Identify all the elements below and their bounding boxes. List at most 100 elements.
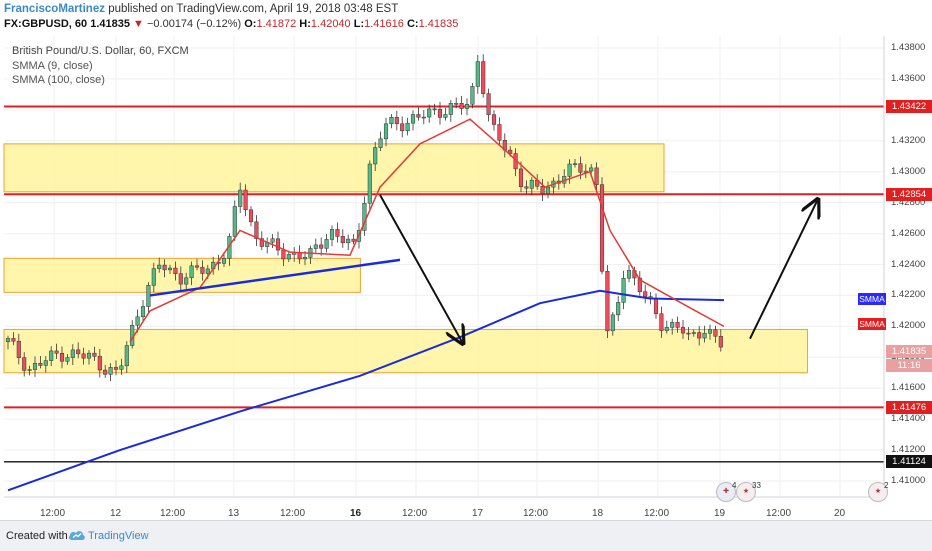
y-tick-label: 1.41600 xyxy=(891,382,926,394)
candle-up xyxy=(5,338,11,343)
chart-header: FranciscoMartinez published on TradingVi… xyxy=(0,0,932,34)
candle-up xyxy=(454,103,459,105)
candle-up xyxy=(32,362,38,370)
candle-down xyxy=(113,367,119,370)
candle-up xyxy=(378,138,383,148)
candle-down xyxy=(718,335,723,348)
candle-down xyxy=(248,209,254,223)
candle-up xyxy=(43,360,48,366)
candle-up xyxy=(157,264,162,269)
candle-up xyxy=(389,117,394,125)
candle-down xyxy=(59,353,65,362)
candle-down xyxy=(275,238,281,251)
candle-up xyxy=(108,367,113,375)
price-axis-label: 1.41124 xyxy=(886,455,932,469)
smma-tag[interactable]: SMMA xyxy=(858,293,886,306)
candle-down xyxy=(400,123,405,132)
candle-up xyxy=(151,268,156,286)
us-flag-icon[interactable]: ★ xyxy=(736,482,756,502)
us-flag-icon[interactable]: ★ xyxy=(868,482,888,502)
candle-up xyxy=(621,277,626,303)
y-tick-label: 1.42400 xyxy=(891,258,926,270)
high-label: H: xyxy=(299,18,311,30)
author-link[interactable]: FranciscoMartinez xyxy=(4,3,105,15)
candle-up xyxy=(443,114,448,118)
open-label: O: xyxy=(244,18,257,30)
candle-down xyxy=(637,277,642,292)
candle-up xyxy=(65,357,70,362)
candle-down xyxy=(254,221,259,239)
x-tick-label: 13 xyxy=(228,508,240,519)
candle-up xyxy=(346,238,351,244)
candle-up xyxy=(589,167,594,172)
candle-down xyxy=(643,291,648,297)
candle-down xyxy=(81,353,86,359)
candle-down xyxy=(594,167,599,185)
candle-down xyxy=(578,163,583,173)
close-label: C: xyxy=(406,18,419,30)
uk-flag-icon[interactable]: ✚ xyxy=(716,482,736,502)
candle-down xyxy=(437,109,443,118)
candle-down xyxy=(675,322,680,328)
smma-tag[interactable]: SMMA xyxy=(858,318,886,331)
candle-up xyxy=(286,254,291,260)
price-axis-label: 1.41835 xyxy=(886,345,932,359)
candle-down xyxy=(319,244,324,249)
candle-up xyxy=(405,122,410,132)
candle-down xyxy=(432,108,437,111)
candle-down xyxy=(599,184,605,272)
candle-up xyxy=(410,114,416,124)
x-tick-label: 12:00 xyxy=(280,508,306,519)
y-tick-label: 1.42200 xyxy=(891,289,926,301)
x-tick-label: 12:00 xyxy=(402,508,428,519)
open-value: 1.41872 xyxy=(256,18,297,30)
y-tick-label: 1.41000 xyxy=(891,475,926,486)
tradingview-brand[interactable]: TradingView xyxy=(88,530,149,542)
down-arrow-icon: ▼ xyxy=(133,18,144,30)
candle-down xyxy=(524,186,529,189)
legend-indicator-smma9[interactable]: SMMA (9, close) xyxy=(12,59,93,72)
chart-legend: British Pound/U.S. Dollar, 60, FXCM SMMA… xyxy=(12,44,189,88)
y-tick-label: 1.43000 xyxy=(891,165,926,177)
price-axis-label: 1.41476 xyxy=(886,400,932,414)
candle-up xyxy=(135,316,140,326)
publish-line: FranciscoMartinez published on TradingVi… xyxy=(4,3,398,15)
candle-down xyxy=(659,313,664,331)
last-price: 1.41835 xyxy=(90,18,130,30)
legend-indicator-smma100[interactable]: SMMA (100, close) xyxy=(12,74,105,86)
candle-down xyxy=(38,362,43,366)
candle-up xyxy=(302,256,308,260)
tradingview-cloud-icon[interactable] xyxy=(68,529,86,541)
candle-up xyxy=(373,147,378,165)
x-tick-label: 12:00 xyxy=(766,508,792,519)
x-tick-label: 16 xyxy=(350,508,362,519)
candle-up xyxy=(475,61,480,87)
y-tick-label: 1.43800 xyxy=(891,42,926,53)
candle-down xyxy=(200,266,205,274)
candle-up xyxy=(670,322,675,328)
x-tick-label: 12:00 xyxy=(644,508,670,519)
candle-up xyxy=(702,332,707,339)
candle-down xyxy=(243,189,248,211)
price-axis-label: 1.42854 xyxy=(886,187,932,201)
candle-down xyxy=(297,252,302,260)
candle-up xyxy=(691,332,696,334)
price-chart[interactable] xyxy=(0,34,932,520)
support-zone-0 xyxy=(3,143,665,193)
candle-down xyxy=(16,340,21,358)
candle-up xyxy=(140,306,146,318)
candle-up xyxy=(470,86,475,105)
candle-down xyxy=(486,93,491,115)
created-with-text: Created with xyxy=(6,530,68,542)
candle-up xyxy=(49,350,54,361)
candle-down xyxy=(508,149,513,154)
candle-down xyxy=(54,350,59,354)
candle-down xyxy=(697,332,702,339)
publish-info: published on TradingView.com, April 19, … xyxy=(108,3,399,15)
event-count: 4 xyxy=(732,481,737,490)
candle-down xyxy=(340,236,345,244)
candle-down xyxy=(497,124,502,141)
candle-down xyxy=(481,61,486,94)
candle-down xyxy=(103,369,108,375)
x-tick-label: 12:00 xyxy=(160,508,186,519)
